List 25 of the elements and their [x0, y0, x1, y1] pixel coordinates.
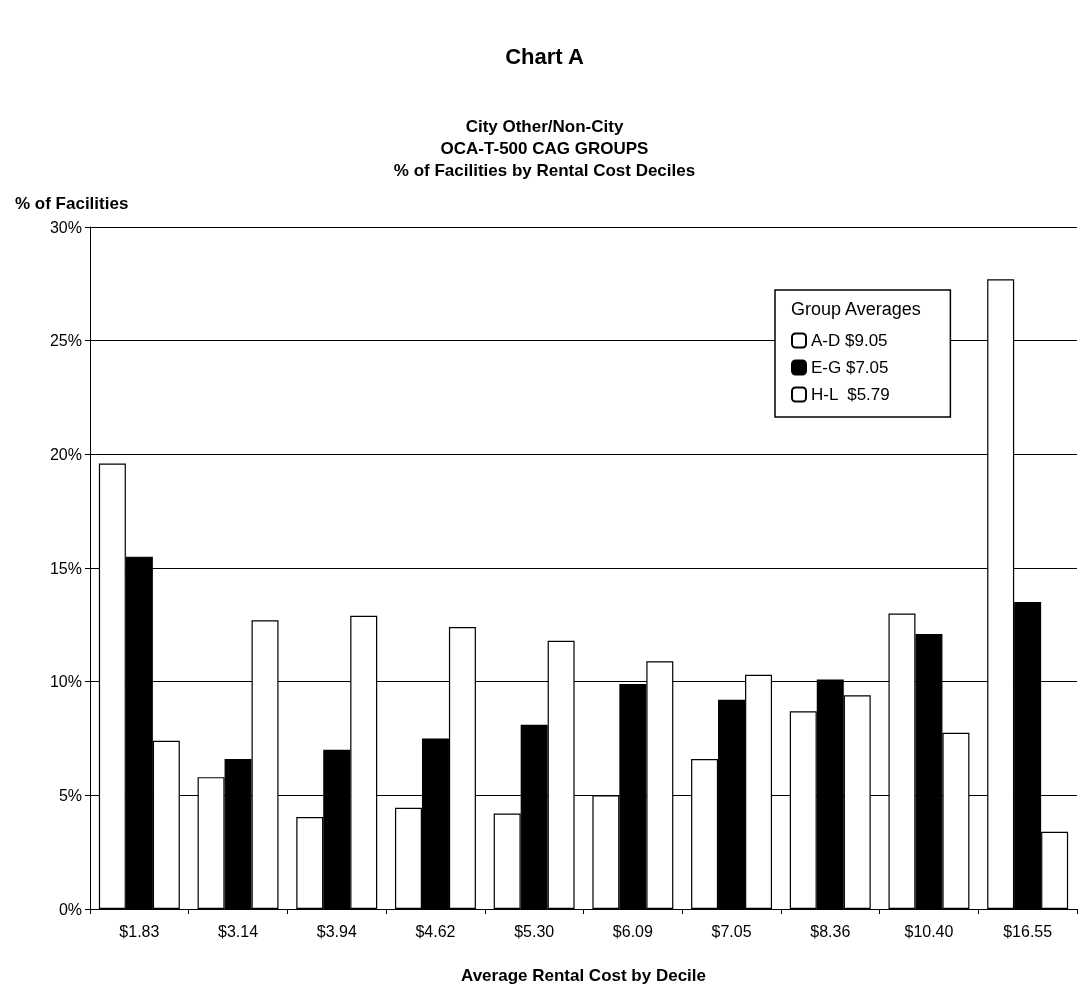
x-tick-label: $5.30 [514, 922, 555, 940]
chart-title: Chart A [505, 43, 584, 69]
legend-label: H-L $5.79 [811, 385, 890, 404]
chart-subtitle: City Other/Non-City OCA-T-500 CAG GROUPS % of Facilities by Rental Cost Deciles [393, 116, 696, 180]
x-tick-label: $8.36 [810, 922, 851, 940]
x-tick-label: $16.55 [1003, 922, 1053, 940]
y-tick-label: 30% [49, 218, 82, 236]
y-tick-label: 0% [58, 900, 82, 918]
y-tick-label: 10% [49, 673, 82, 691]
legend-label: A-D $9.05 [811, 331, 888, 350]
y-axis-title: % of Facilities [15, 194, 129, 213]
x-tick-label: $3.14 [218, 922, 259, 940]
y-tick-label: 15% [49, 559, 82, 577]
x-axis-title: Average Rental Cost by Decile [460, 966, 707, 985]
legend-title: Group Averages [791, 299, 921, 319]
legend-label: E-G $7.05 [811, 358, 889, 377]
x-tick-label: $3.94 [316, 922, 357, 940]
y-tick-label: 25% [49, 332, 82, 350]
x-tick-label: $6.09 [612, 922, 653, 940]
x-tick-label: $1.83 [119, 922, 160, 940]
y-tick-label: 5% [58, 786, 82, 804]
x-tick-label: $7.05 [711, 922, 752, 940]
x-tick-label: $4.62 [415, 922, 456, 940]
y-tick-label: 20% [49, 445, 82, 463]
x-tick-label: $10.40 [904, 922, 954, 940]
